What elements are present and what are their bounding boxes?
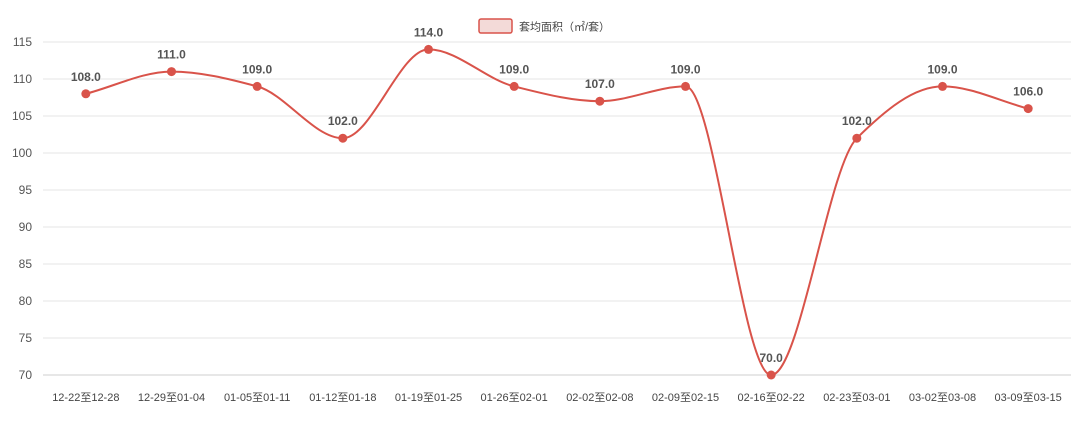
grid-lines xyxy=(43,41,1071,339)
data-label: 109.0 xyxy=(242,62,272,76)
data-label: 102.0 xyxy=(842,114,872,128)
data-label: 106.0 xyxy=(1013,85,1043,99)
y-tick-label: 85 xyxy=(19,257,33,271)
data-point[interactable] xyxy=(167,67,176,77)
data-label: 108.0 xyxy=(71,70,101,84)
data-point[interactable] xyxy=(1023,104,1033,114)
data-label: 109.0 xyxy=(499,62,529,76)
x-tick-label: 12-22至12-28 xyxy=(52,392,119,404)
data-point[interactable] xyxy=(938,81,947,91)
data-point[interactable] xyxy=(681,81,690,91)
x-tick-label: 03-02至03-08 xyxy=(909,392,976,404)
data-label: 102.0 xyxy=(328,114,358,128)
legend-swatch xyxy=(478,18,513,34)
legend-label: 套均面积（㎡/套） xyxy=(519,21,610,34)
series xyxy=(81,44,1033,380)
y-tick-label: 70 xyxy=(19,368,33,382)
data-label: 107.0 xyxy=(585,77,615,91)
x-tick-label: 12-29至01-04 xyxy=(138,392,205,404)
y-tick-label: 80 xyxy=(19,294,33,308)
legend[interactable]: 套均面积（㎡/套） xyxy=(478,18,610,34)
y-tick-label: 110 xyxy=(13,72,32,86)
y-tick-label: 105 xyxy=(12,109,32,123)
x-tick-label: 01-26至02-01 xyxy=(481,392,548,404)
y-tick-label: 75 xyxy=(19,331,33,345)
data-point[interactable] xyxy=(424,44,433,54)
y-axis: 70 75 80 85 90 95 100 105 110 115 xyxy=(12,35,32,382)
y-tick-label: 115 xyxy=(13,35,32,49)
data-label: 111.0 xyxy=(157,48,186,62)
data-point[interactable] xyxy=(852,133,862,143)
data-point[interactable] xyxy=(81,89,91,99)
data-point[interactable] xyxy=(338,133,348,143)
data-point[interactable] xyxy=(595,96,605,106)
series-line xyxy=(85,48,1029,377)
data-label: 114.0 xyxy=(414,25,444,39)
data-point[interactable] xyxy=(252,81,262,91)
x-tick-label: 01-05至01-11 xyxy=(224,392,290,404)
data-labels: 108.0 111.0 109.0 102.0 114.0 109.0 107.0 109.0… xyxy=(71,25,1044,365)
x-tick-label: 01-12至01-18 xyxy=(309,392,376,404)
x-tick-label: 03-09至03-15 xyxy=(995,392,1062,404)
y-tick-label: 90 xyxy=(19,220,33,234)
y-tick-label: 95 xyxy=(19,183,33,197)
x-tick-label: 02-09至02-15 xyxy=(652,392,719,404)
x-tick-label: 02-23至03-01 xyxy=(823,392,890,404)
x-tick-label: 02-16至02-22 xyxy=(738,392,805,404)
x-axis: 12-22至12-28 12-29至01-04 01-05至01-11 01-12至0… xyxy=(43,374,1071,404)
data-label: 109.0 xyxy=(670,62,700,76)
x-tick-label: 02-02至02-08 xyxy=(566,392,633,404)
data-point[interactable] xyxy=(766,370,776,380)
x-tick-label: 01-19至01-25 xyxy=(395,392,462,404)
data-label: 109.0 xyxy=(927,62,957,76)
data-point[interactable] xyxy=(509,81,519,91)
y-tick-label: 100 xyxy=(12,146,32,160)
data-label: 70.0 xyxy=(759,351,783,365)
